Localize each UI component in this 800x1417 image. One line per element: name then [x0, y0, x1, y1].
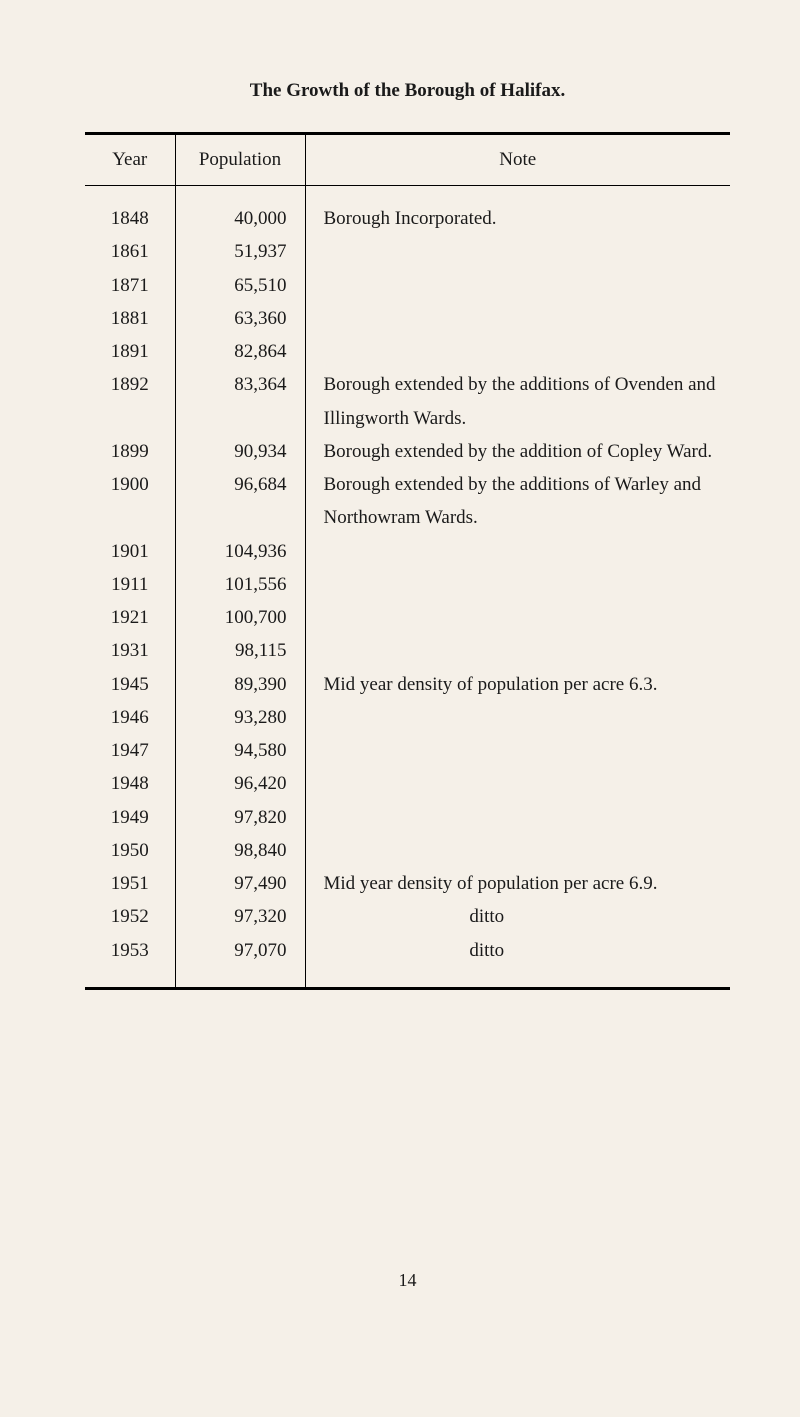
- cell-year: 1947: [85, 734, 175, 767]
- table-row: 194997,820: [85, 801, 730, 834]
- page-number: 14: [85, 1270, 730, 1291]
- table-row: 195197,490Mid year density of population…: [85, 867, 730, 900]
- population-table: Year Population Note 184840,000Borough I…: [85, 135, 730, 987]
- cell-note: [305, 235, 730, 268]
- cell-note: [305, 269, 730, 302]
- cell-note: Borough Incorporated.: [305, 186, 730, 236]
- cell-population: 97,320: [175, 900, 305, 933]
- cell-population: 40,000: [175, 186, 305, 236]
- cell-note: [305, 601, 730, 634]
- cell-year: 1950: [85, 834, 175, 867]
- table-row: 195297,320ditto: [85, 900, 730, 933]
- table-row: 190096,684Borough extended by the additi…: [85, 468, 730, 535]
- cell-population: 51,937: [175, 235, 305, 268]
- cell-year: 1953: [85, 934, 175, 987]
- cell-note: [305, 634, 730, 667]
- header-note: Note: [305, 135, 730, 186]
- cell-year: 1900: [85, 468, 175, 535]
- population-table-wrap: Year Population Note 184840,000Borough I…: [85, 132, 730, 990]
- cell-note: Borough extended by the additions of War…: [305, 468, 730, 535]
- cell-population: 97,070: [175, 934, 305, 987]
- table-row: 188163,360: [85, 302, 730, 335]
- cell-population: 97,490: [175, 867, 305, 900]
- table-row: 195098,840: [85, 834, 730, 867]
- table-row: 194589,390Mid year density of population…: [85, 668, 730, 701]
- cell-note: ditto: [305, 934, 730, 987]
- cell-population: 90,934: [175, 435, 305, 468]
- cell-year: 1901: [85, 535, 175, 568]
- cell-note: Borough extended by the additions of Ove…: [305, 368, 730, 435]
- page-title: The Growth of the Borough of Halifax.: [85, 80, 730, 102]
- table-row: 194794,580: [85, 734, 730, 767]
- cell-year: 1921: [85, 601, 175, 634]
- cell-population: 93,280: [175, 701, 305, 734]
- table-row: 184840,000Borough Incorporated.: [85, 186, 730, 236]
- table-row: 189182,864: [85, 335, 730, 368]
- cell-population: 101,556: [175, 568, 305, 601]
- cell-year: 1881: [85, 302, 175, 335]
- table-row: 1911101,556: [85, 568, 730, 601]
- table-row: 189990,934Borough extended by the additi…: [85, 435, 730, 468]
- table-row: 195397,070ditto: [85, 934, 730, 987]
- cell-population: 89,390: [175, 668, 305, 701]
- cell-population: 63,360: [175, 302, 305, 335]
- table-row: 193198,115: [85, 634, 730, 667]
- table-header-row: Year Population Note: [85, 135, 730, 186]
- cell-note: Mid year density of population per acre …: [305, 668, 730, 701]
- table-row: 194693,280: [85, 701, 730, 734]
- cell-note: Mid year density of population per acre …: [305, 867, 730, 900]
- cell-year: 1946: [85, 701, 175, 734]
- cell-year: 1871: [85, 269, 175, 302]
- cell-note: [305, 701, 730, 734]
- cell-population: 82,864: [175, 335, 305, 368]
- cell-year: 1945: [85, 668, 175, 701]
- cell-year: 1899: [85, 435, 175, 468]
- cell-note: [305, 302, 730, 335]
- cell-note: [305, 335, 730, 368]
- cell-note: Borough extended by the addition of Copl…: [305, 435, 730, 468]
- cell-year: 1931: [85, 634, 175, 667]
- cell-population: 96,420: [175, 767, 305, 800]
- cell-year: 1911: [85, 568, 175, 601]
- cell-note: [305, 734, 730, 767]
- cell-note: [305, 834, 730, 867]
- cell-year: 1949: [85, 801, 175, 834]
- header-year: Year: [85, 135, 175, 186]
- cell-population: 104,936: [175, 535, 305, 568]
- cell-note: [305, 801, 730, 834]
- table-row: 189283,364Borough extended by the additi…: [85, 368, 730, 435]
- cell-population: 98,115: [175, 634, 305, 667]
- table-row: 186151,937: [85, 235, 730, 268]
- cell-year: 1848: [85, 186, 175, 236]
- cell-note: [305, 568, 730, 601]
- cell-population: 100,700: [175, 601, 305, 634]
- cell-population: 98,840: [175, 834, 305, 867]
- cell-population: 97,820: [175, 801, 305, 834]
- cell-year: 1951: [85, 867, 175, 900]
- cell-year: 1948: [85, 767, 175, 800]
- header-population: Population: [175, 135, 305, 186]
- table-row: 187165,510: [85, 269, 730, 302]
- cell-year: 1891: [85, 335, 175, 368]
- cell-population: 65,510: [175, 269, 305, 302]
- table-row: 1901104,936: [85, 535, 730, 568]
- cell-year: 1861: [85, 235, 175, 268]
- cell-year: 1892: [85, 368, 175, 435]
- cell-note: [305, 535, 730, 568]
- cell-note: ditto: [305, 900, 730, 933]
- table-row: 1921100,700: [85, 601, 730, 634]
- cell-population: 94,580: [175, 734, 305, 767]
- cell-population: 83,364: [175, 368, 305, 435]
- table-row: 194896,420: [85, 767, 730, 800]
- cell-note: [305, 767, 730, 800]
- cell-year: 1952: [85, 900, 175, 933]
- cell-population: 96,684: [175, 468, 305, 535]
